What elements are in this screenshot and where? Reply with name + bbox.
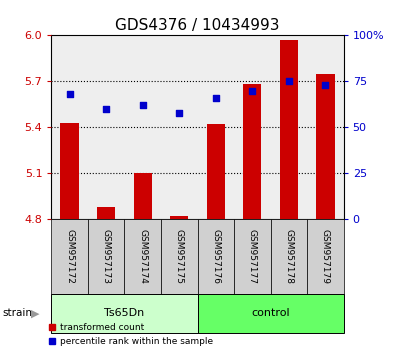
Point (176, 110, 182, 115)
Bar (207, 124, 225, 219)
Text: GSM957179: GSM957179 (321, 229, 330, 284)
Point (322, 82, 329, 88)
Point (66, 91, 73, 97)
Bar (243, 85, 261, 219)
Point (286, 79, 292, 84)
Text: GSM957173: GSM957173 (102, 229, 111, 284)
Bar (170, 216, 188, 219)
Text: GSM957174: GSM957174 (138, 229, 147, 284)
Text: GSM957178: GSM957178 (284, 229, 293, 284)
Bar (316, 74, 335, 219)
Bar (60, 123, 79, 219)
Text: GSM957177: GSM957177 (248, 229, 257, 284)
Point (213, 95, 219, 101)
Bar (280, 40, 298, 219)
Text: control: control (251, 308, 290, 318)
Title: GDS4376 / 10434993: GDS4376 / 10434993 (115, 18, 280, 33)
Point (139, 103, 146, 108)
Text: Ts65Dn: Ts65Dn (104, 308, 145, 318)
Text: GSM957176: GSM957176 (211, 229, 220, 284)
Legend: transformed count, percentile rank within the sample: transformed count, percentile rank withi… (44, 320, 217, 349)
Point (249, 88, 256, 93)
Text: GSM957175: GSM957175 (175, 229, 184, 284)
Text: ▶: ▶ (31, 308, 40, 318)
Text: strain: strain (2, 308, 32, 318)
Point (103, 106, 109, 112)
Bar (134, 173, 152, 219)
Text: GSM957172: GSM957172 (65, 229, 74, 284)
Bar (97, 207, 115, 219)
